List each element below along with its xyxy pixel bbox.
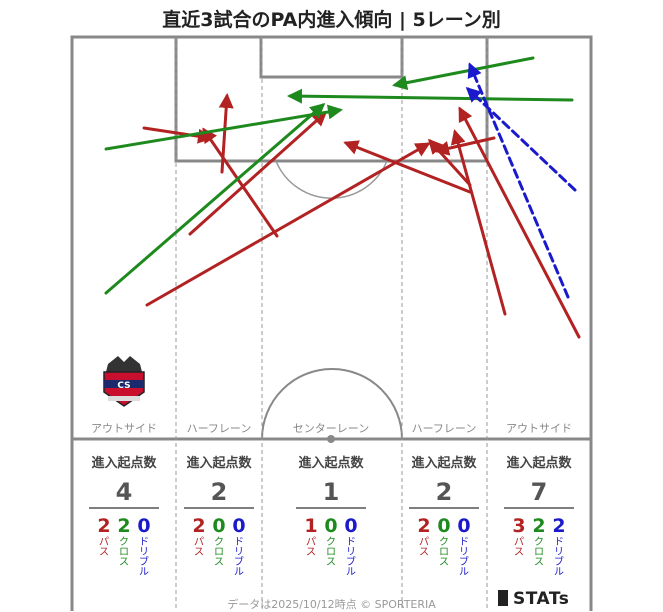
stats-brand-logo: STATs	[498, 589, 569, 609]
lane-3-dribble-count: 0	[457, 515, 470, 537]
dribble-arrow-15	[465, 86, 577, 192]
lane-label-0: アウトサイド	[91, 422, 157, 435]
lane-3-cross-count: 0	[437, 515, 450, 537]
lane-summary: アウトサイド進入起点数42パス2クロス0ドリブルハーフレーン進入起点数22パス0…	[89, 422, 574, 578]
lane-2-pass-count: 1	[304, 515, 317, 537]
lane-1-pass-count: 2	[192, 515, 205, 537]
dribble-arrow-14	[467, 62, 570, 299]
lane-header-2: 進入起点数	[298, 455, 364, 471]
lane-3-cross-label: クロス	[439, 536, 449, 568]
lane-3-pass-label: パス	[419, 536, 429, 558]
brand-mark-icon	[498, 590, 508, 606]
center-spot	[327, 435, 335, 443]
lane-2-dribble-label: ドリブル	[346, 537, 356, 578]
lane-0-dribble-count: 0	[137, 515, 150, 537]
penalty-arc	[275, 160, 388, 199]
lane-1-pass-label: パス	[194, 536, 204, 558]
lane-3-dribble-label: ドリブル	[459, 537, 469, 578]
lane-1-cross-count: 0	[212, 515, 225, 537]
lane-label-1: ハーフレーン	[187, 422, 252, 435]
lane-4-pass-label: パス	[514, 536, 524, 558]
lane-3-pass-count: 2	[417, 515, 430, 537]
pass-arrow-3	[188, 110, 328, 236]
lane-label-3: ハーフレーン	[412, 422, 477, 435]
lane-header-1: 進入起点数	[186, 455, 252, 471]
center-circle	[261, 368, 403, 440]
chart-title: 直近3試合のPA内進入傾向 | 5レーン別	[162, 9, 501, 31]
lane-header-3: 進入起点数	[411, 455, 477, 471]
pass-arrow-4	[145, 142, 431, 307]
pass-arrow-9	[434, 136, 496, 156]
lane-0-cross-label: クロス	[119, 536, 129, 568]
lane-0-cross-count: 2	[117, 515, 130, 537]
data-date-note: データは2025/10/12時点 © SPORTERIA	[227, 598, 436, 611]
lane-total-0: 4	[116, 478, 133, 506]
cross-arrow-11	[104, 103, 326, 295]
cross-arrow-12	[287, 88, 574, 104]
lane-1-dribble-count: 0	[232, 515, 245, 537]
lane-2-cross-count: 0	[324, 515, 337, 537]
lane-0-dribble-label: ドリブル	[139, 537, 149, 578]
lane-0-pass-label: パス	[99, 536, 109, 558]
cross-arrow-10	[104, 104, 343, 151]
lane-4-dribble-count: 2	[552, 515, 565, 537]
club-crest: CS	[103, 356, 145, 407]
lane-2-pass-label: パス	[306, 536, 316, 558]
lane-total-2: 1	[323, 478, 340, 506]
brand-text: STATs	[513, 589, 570, 609]
lane-4-dribble-label: ドリブル	[554, 537, 564, 578]
pass-arrow-2	[202, 127, 279, 238]
lane-4-cross-count: 2	[532, 515, 545, 537]
lane-header-4: 進入起点数	[506, 455, 572, 471]
lane-label-4: アウトサイド	[506, 422, 572, 435]
svg-text:CS: CS	[117, 381, 130, 391]
lane-0-pass-count: 2	[97, 515, 110, 537]
lane-header-0: 進入起点数	[91, 455, 157, 471]
entry-arrows	[104, 56, 581, 339]
pass-arrow-0	[142, 126, 213, 144]
lane-1-dribble-label: ドリブル	[234, 537, 244, 578]
cross-arrow-13	[392, 56, 535, 91]
pass-arrow-6	[343, 140, 472, 194]
lane-2-cross-label: クロス	[326, 536, 336, 568]
pass-arrow-8	[458, 106, 581, 339]
lane-1-cross-label: クロス	[214, 536, 224, 568]
pass-arrow-5	[450, 129, 507, 316]
lane-4-cross-label: クロス	[534, 536, 544, 568]
goal-area	[259, 35, 404, 79]
lane-dividers	[175, 37, 488, 611]
lane-total-4: 7	[531, 478, 548, 506]
lane-2-dribble-count: 0	[344, 515, 357, 537]
lane-total-3: 2	[436, 478, 453, 506]
lane-total-1: 2	[211, 478, 228, 506]
lane-label-2: センターレーン	[293, 422, 369, 435]
lane-4-pass-count: 3	[512, 515, 525, 537]
